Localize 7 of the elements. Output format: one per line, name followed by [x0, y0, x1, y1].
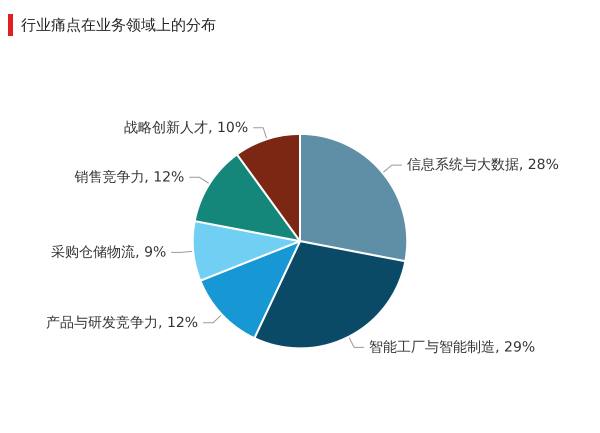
slice-label: 信息系统与大数据, 28% [406, 157, 559, 174]
chart-title: 行业痛点在业务领域上的分布 [21, 16, 216, 34]
slice-label: 销售竞争力, 12% [73, 169, 184, 186]
slice-label: 智能工厂与智能制造, 29% [369, 339, 536, 356]
slice-label: 产品与研发竞争力, 12% [46, 314, 198, 331]
slice-label: 采购仓储物流, 9% [51, 244, 166, 260]
slice-label: 战略创新人才, 10% [124, 120, 248, 136]
